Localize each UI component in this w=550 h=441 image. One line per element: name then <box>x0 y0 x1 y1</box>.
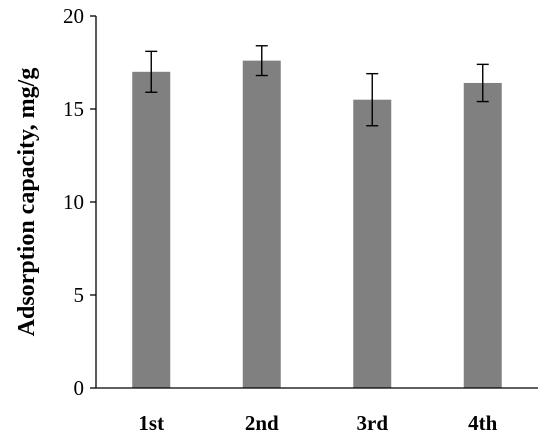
x-category-label: 3rd <box>357 411 389 435</box>
x-axis-labels: 1st 2nd 3rd 4th <box>138 411 497 435</box>
y-axis-title: Adsorption capacity, mg/g <box>14 68 40 337</box>
axes <box>95 16 538 389</box>
x-category-label: 2nd <box>245 411 279 435</box>
bars-group <box>132 60 502 389</box>
x-category-label: 1st <box>138 411 164 435</box>
x-category-label: 4th <box>468 411 497 435</box>
y-tick-label: 20 <box>63 4 84 28</box>
bar <box>463 82 502 389</box>
error-bars-group <box>145 45 489 127</box>
bar <box>353 99 392 388</box>
y-tick-label: 0 <box>74 376 85 400</box>
y-axis-ticks: 0 5 10 15 20 <box>63 4 96 400</box>
y-tick-label: 10 <box>63 190 84 214</box>
bar <box>132 71 171 389</box>
y-tick-label: 15 <box>63 97 84 121</box>
bar <box>242 60 281 388</box>
y-tick-label: 5 <box>74 283 85 307</box>
